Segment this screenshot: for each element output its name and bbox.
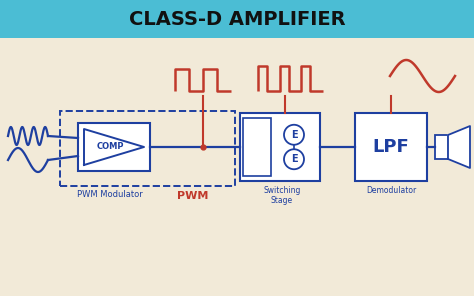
- Text: E: E: [291, 130, 297, 140]
- Text: Switching
Stage: Switching Stage: [264, 186, 301, 205]
- Text: PWM: PWM: [177, 191, 209, 201]
- FancyBboxPatch shape: [78, 123, 150, 171]
- Text: COMP: COMP: [96, 141, 124, 150]
- FancyBboxPatch shape: [355, 113, 427, 181]
- FancyBboxPatch shape: [435, 135, 448, 159]
- Text: LPF: LPF: [373, 138, 410, 156]
- FancyBboxPatch shape: [243, 118, 271, 176]
- Text: E: E: [291, 154, 297, 164]
- Text: Demodulator: Demodulator: [366, 186, 416, 195]
- FancyBboxPatch shape: [240, 113, 320, 181]
- FancyBboxPatch shape: [0, 0, 474, 38]
- Text: PWM Modulator: PWM Modulator: [77, 190, 143, 199]
- Text: CLASS-D AMPLIFIER: CLASS-D AMPLIFIER: [128, 9, 346, 28]
- Polygon shape: [448, 126, 470, 168]
